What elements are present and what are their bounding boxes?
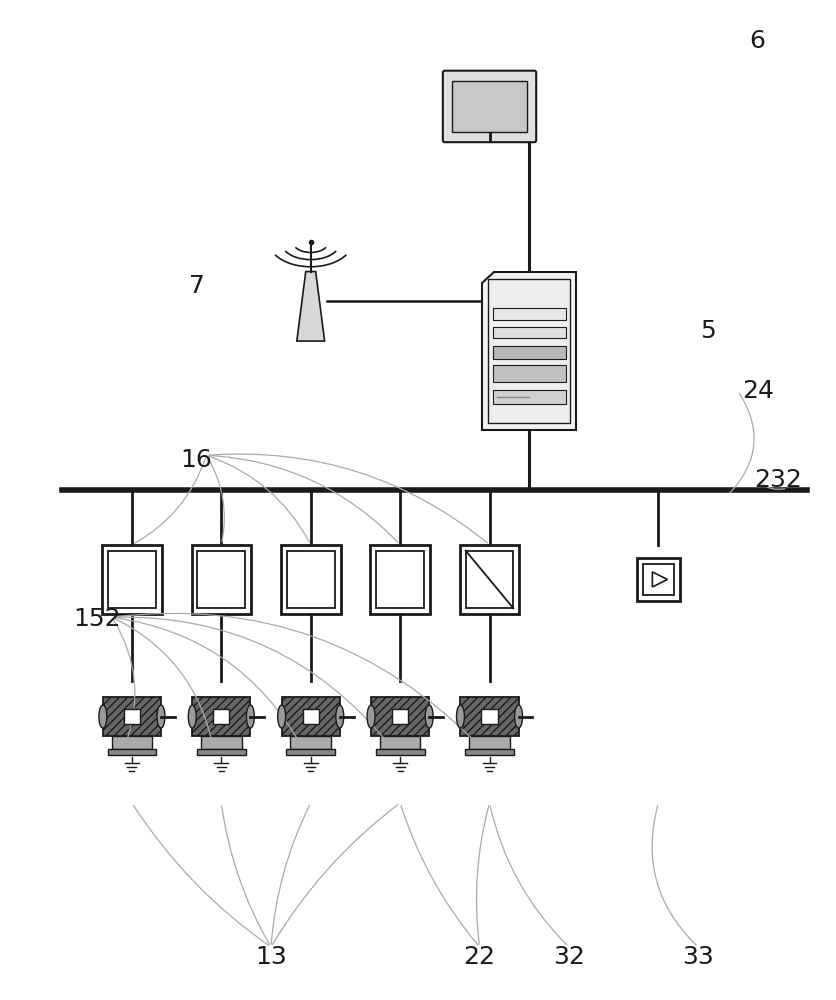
Bar — [637, 558, 680, 601]
Bar — [376, 551, 424, 608]
Text: 24: 24 — [742, 379, 774, 403]
Bar — [493, 308, 565, 320]
Bar — [488, 279, 570, 423]
Bar — [493, 390, 565, 404]
Text: 152: 152 — [74, 607, 121, 631]
Bar — [643, 564, 674, 595]
Bar — [460, 545, 519, 614]
Ellipse shape — [247, 705, 254, 728]
Bar — [290, 736, 331, 749]
Ellipse shape — [157, 705, 165, 728]
Bar — [370, 545, 430, 614]
Bar — [375, 749, 425, 755]
Bar — [108, 551, 155, 608]
Bar — [213, 709, 229, 724]
Ellipse shape — [515, 705, 522, 728]
Ellipse shape — [426, 705, 433, 728]
Bar — [482, 709, 497, 724]
Text: 32: 32 — [553, 945, 585, 969]
Bar — [281, 545, 340, 614]
Ellipse shape — [367, 705, 375, 728]
Bar — [380, 736, 421, 749]
Bar — [371, 697, 429, 736]
Text: 13: 13 — [255, 945, 287, 969]
Bar — [192, 697, 250, 736]
Bar — [493, 346, 565, 359]
Bar — [197, 749, 246, 755]
Polygon shape — [297, 272, 324, 341]
Polygon shape — [482, 272, 577, 430]
Ellipse shape — [456, 705, 465, 728]
Bar — [466, 551, 513, 608]
Bar — [197, 551, 245, 608]
Bar — [201, 736, 242, 749]
Bar — [287, 551, 334, 608]
FancyBboxPatch shape — [443, 71, 536, 142]
Ellipse shape — [278, 705, 286, 728]
Bar — [191, 545, 251, 614]
Ellipse shape — [188, 705, 196, 728]
Bar — [452, 81, 527, 132]
Bar — [108, 749, 156, 755]
Bar — [493, 327, 565, 338]
Text: 33: 33 — [682, 945, 714, 969]
Bar — [465, 749, 514, 755]
Text: 7: 7 — [189, 274, 205, 298]
Bar — [469, 736, 510, 749]
Bar — [392, 709, 408, 724]
Ellipse shape — [336, 705, 344, 728]
Bar — [111, 736, 152, 749]
Text: 5: 5 — [701, 319, 716, 343]
Text: 232: 232 — [754, 468, 802, 492]
Bar — [282, 697, 339, 736]
Bar — [102, 545, 161, 614]
Bar — [103, 697, 161, 736]
Text: 22: 22 — [464, 945, 496, 969]
Bar — [461, 697, 518, 736]
Text: 6: 6 — [750, 29, 766, 53]
Bar — [286, 749, 335, 755]
Bar — [493, 365, 565, 382]
Text: 16: 16 — [181, 448, 212, 472]
Bar — [303, 709, 319, 724]
Ellipse shape — [99, 705, 107, 728]
Bar — [124, 709, 140, 724]
Polygon shape — [652, 572, 667, 587]
